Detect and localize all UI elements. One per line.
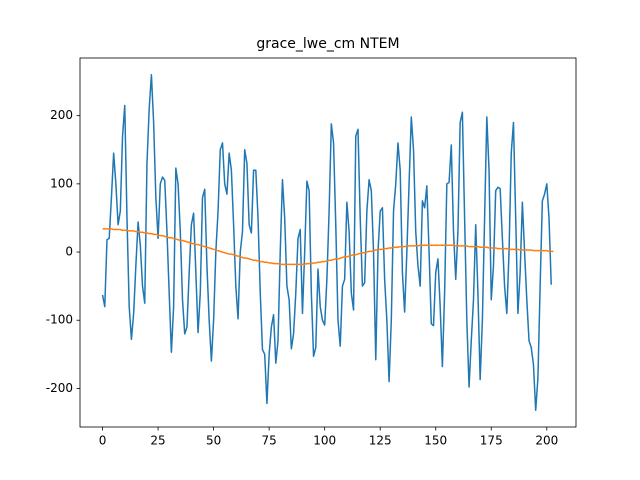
chart-title: grace_lwe_cm NTEM <box>256 36 399 52</box>
y-tick-label: 100 <box>50 176 73 190</box>
x-tick-label: 0 <box>99 434 107 448</box>
y-tick-label: 0 <box>65 245 73 259</box>
x-tick-label: 125 <box>369 434 392 448</box>
x-tick-label: 175 <box>480 434 503 448</box>
y-tick-label: -200 <box>46 381 73 395</box>
data-line <box>102 228 554 266</box>
plot-frame <box>79 57 577 428</box>
data-line <box>101 74 552 411</box>
x-tick-label: 50 <box>206 434 221 448</box>
x-tick-label: 150 <box>424 434 447 448</box>
y-tick-label: -100 <box>46 313 73 327</box>
y-tick-label: 200 <box>50 108 73 122</box>
x-tick-label: 75 <box>261 434 276 448</box>
x-tick-label: 200 <box>535 434 558 448</box>
x-tick-label: 25 <box>150 434 165 448</box>
x-tick-label: 100 <box>313 434 336 448</box>
